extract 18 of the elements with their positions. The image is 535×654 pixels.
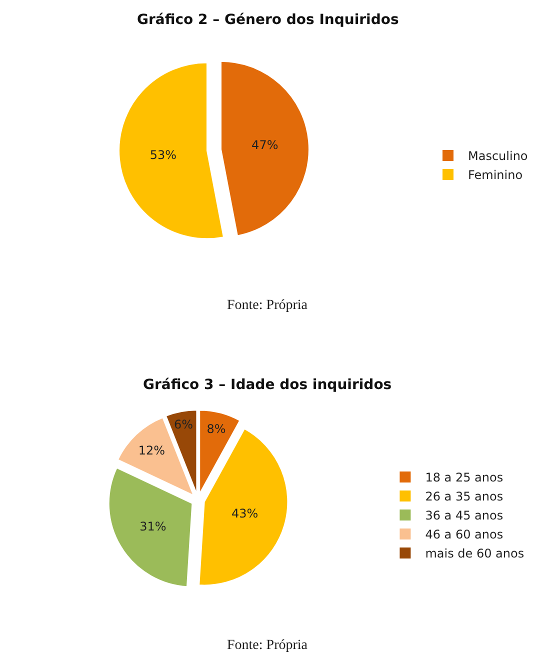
source-note: Fonte: Própria: [227, 638, 308, 653]
data-label: 43%: [232, 506, 258, 521]
data-label: 47%: [252, 138, 278, 152]
legend-label: 46 a 60 anos: [425, 528, 504, 542]
chart-title: Gráfico 3 – Idade dos inquiridos: [143, 377, 392, 393]
data-label: 8%: [206, 422, 226, 436]
data-label: 31%: [140, 520, 166, 534]
legend-label: mais de 60 anos: [425, 546, 524, 561]
chart-title: Gráfico 2 – Género dos Inquiridos: [137, 12, 399, 28]
legend-label: Feminino: [468, 168, 523, 182]
legend-label: 26 a 35 anos: [425, 490, 504, 504]
data-label: 12%: [138, 444, 166, 458]
legend-label: 36 a 45 anos: [425, 508, 504, 523]
data-label: 53%: [150, 148, 177, 162]
source-note: Fonte: Própria: [227, 298, 308, 313]
legend-label: Masculino: [468, 149, 528, 164]
data-label: 6%: [174, 418, 194, 432]
legend-label: 18 a 25 anos: [425, 470, 504, 485]
